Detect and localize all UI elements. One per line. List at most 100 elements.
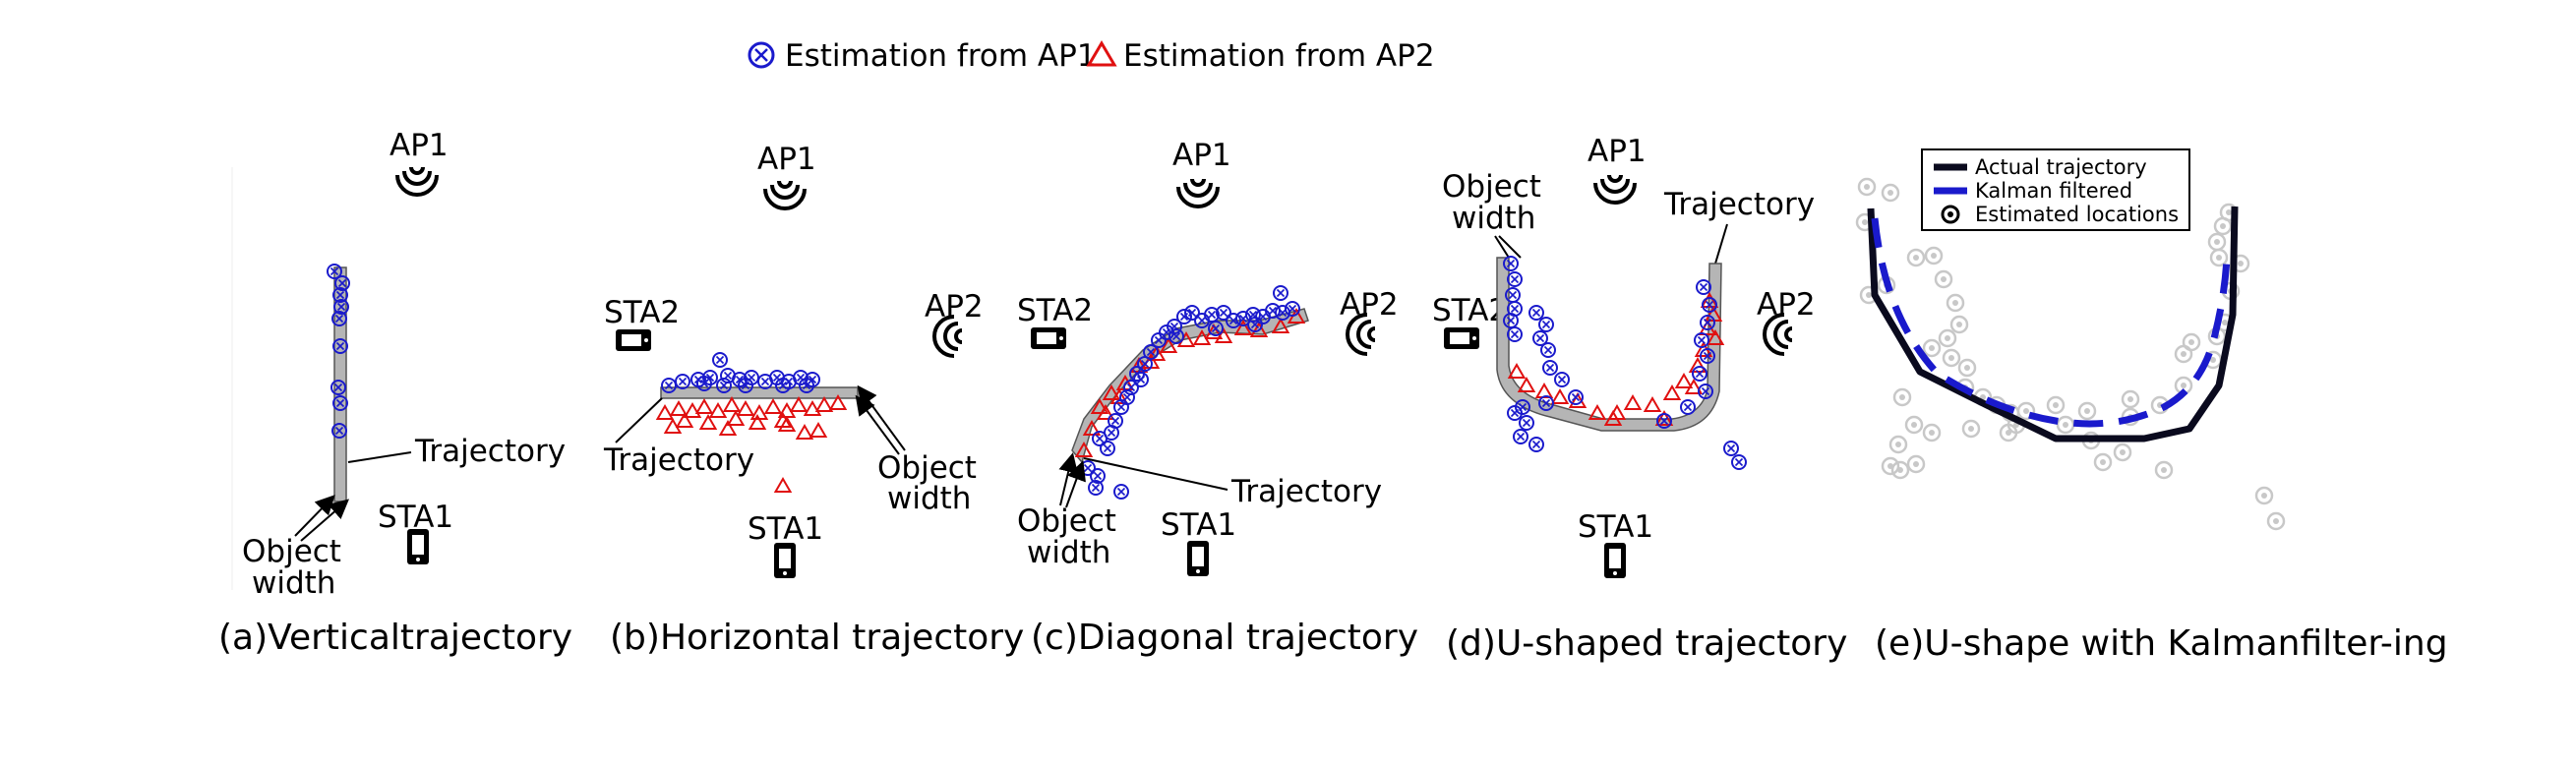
ap2-estimate-marker xyxy=(828,393,848,410)
panel-c-ap1-icon xyxy=(1176,177,1220,208)
panel-b-sta1-label: STA1 xyxy=(748,511,823,547)
estimated-location-marker xyxy=(1890,460,1910,480)
ap1-estimate-marker xyxy=(1507,326,1523,342)
ap1-estimate-marker xyxy=(1723,441,1739,456)
panel-c-width-label: width xyxy=(1027,535,1110,570)
ap2-estimate-marker xyxy=(1534,382,1554,398)
panel-c-ap1-label: AP1 xyxy=(1172,138,1231,173)
ap1-estimate-marker xyxy=(1513,429,1528,444)
ap1-estimate-marker xyxy=(661,378,677,393)
ap1-estimate-marker xyxy=(1151,332,1167,348)
ap2-estimate-marker xyxy=(773,411,793,428)
ap1-estimate-marker xyxy=(1176,309,1192,324)
panel-d-trajectory-pointer xyxy=(1714,223,1728,265)
ap2-estimate-marker xyxy=(763,397,783,414)
panel-c-sta2-icon xyxy=(1031,327,1066,349)
ap2-estimate-marker xyxy=(722,395,742,412)
estimated-location-marker xyxy=(1942,348,1961,368)
ap1-estimate-marker xyxy=(696,376,712,391)
ap2-estimate-marker xyxy=(1109,387,1129,404)
panel-b-trajectory-band xyxy=(660,386,859,399)
estimated-location-marker xyxy=(2154,460,2174,480)
ap1-estimate-marker xyxy=(331,311,347,326)
ap1-estimate-marker xyxy=(1204,307,1220,323)
ap1-estimate-marker xyxy=(1100,441,1115,456)
ap2-estimate-marker xyxy=(694,397,714,414)
ap2-estimate-marker xyxy=(1674,372,1694,388)
panel-e-legend-estimated-label: Estimated locations xyxy=(1975,203,2179,226)
ap1-estimate-marker xyxy=(675,374,690,389)
panel-d-sta1-label: STA1 xyxy=(1578,509,1653,545)
panel-b-width-arrow-bottom xyxy=(855,394,900,455)
panel-b-ap1-icon xyxy=(763,179,807,210)
ap1-estimate-marker xyxy=(1700,315,1715,330)
ap2-estimate-marker xyxy=(773,476,793,493)
estimated-location-marker xyxy=(1924,246,1944,266)
ap1-estimate-marker xyxy=(1568,389,1584,405)
ap2-estimate-marker xyxy=(1643,395,1662,412)
ap2-estimate-marker xyxy=(1603,409,1623,426)
ap2-estimate-marker xyxy=(655,403,675,420)
ap1-estimate-marker xyxy=(1143,344,1159,360)
panel-d-width-pointer-left xyxy=(1494,235,1510,259)
ap1-estimate-marker xyxy=(1696,279,1711,295)
panel-a-trajectory-label: Trajectory xyxy=(414,434,566,469)
panel-b-ap1-estimates xyxy=(661,352,820,393)
ap2-estimate-marker xyxy=(1654,409,1674,426)
estimated-location-marker xyxy=(2121,389,2140,409)
panel-a-caption: (a)Verticaltrajectory xyxy=(218,618,572,658)
panel-d-ap1-label: AP1 xyxy=(1588,134,1647,169)
ap1-estimate-marker xyxy=(1216,305,1231,321)
estimated-location-marker xyxy=(2056,415,2075,435)
ap1-estimate-marker xyxy=(1273,285,1288,301)
ap2-estimate-marker xyxy=(708,401,728,418)
estimated-location-marker xyxy=(1961,419,1981,439)
ap1-estimate-marker xyxy=(333,299,349,315)
ap1-estimate-marker xyxy=(1507,405,1523,421)
panel-c-sta2-label: STA2 xyxy=(1017,293,1093,328)
panel-b-ap2-label: AP2 xyxy=(925,289,984,324)
ap2-estimate-marker xyxy=(1684,378,1704,394)
ap2-estimate-marker xyxy=(1550,387,1570,404)
panel-a-ap1-label: AP1 xyxy=(389,128,449,163)
ap2-estimate-marker xyxy=(795,423,814,440)
ap2-estimate-marker xyxy=(1249,321,1269,337)
ap1-estimate-marker xyxy=(1528,437,1544,452)
estimated-location-marker xyxy=(1906,248,1926,267)
ap1-estimate-marker xyxy=(1538,317,1554,332)
panel-b-caption: (b)Horizontal trajectory xyxy=(610,618,1024,658)
ap2-estimate-marker xyxy=(1090,397,1109,414)
ap2-estimate-marker xyxy=(675,411,694,428)
panel-c-object-label: Object xyxy=(1017,503,1116,539)
ap1-estimate-marker xyxy=(1184,305,1200,321)
estimated-location-marker xyxy=(1934,269,1953,289)
panel-b-object-label: Object xyxy=(877,450,977,486)
panel-a-sta1-icon xyxy=(407,529,429,564)
estimated-location-marker xyxy=(1857,177,1877,197)
panel-e-kalman-filtered xyxy=(1871,217,2231,428)
ap2-estimate-marker xyxy=(748,413,767,430)
panel-d-sta1-icon xyxy=(1604,543,1626,578)
ap2-estimate-marker xyxy=(1096,403,1115,420)
estimated-location-marker xyxy=(2254,486,2274,505)
panel-e-actual-trajectory xyxy=(1867,206,2239,442)
ap2-estimate-marker xyxy=(663,417,683,434)
panel-a-ap1-icon xyxy=(395,165,439,197)
estimated-location-marker xyxy=(1888,435,1908,454)
panel-e-legend-box xyxy=(1921,148,2190,231)
panel-a-ap1-estimates xyxy=(327,264,350,439)
ap1-estimate-marker xyxy=(1090,468,1106,484)
estimated-location-marker xyxy=(2209,248,2229,267)
panel-b-ap1-label: AP1 xyxy=(757,142,816,177)
panel-e-caption: (e)U-shape with Kalmanfilter-ing xyxy=(1875,623,2448,664)
ap1-estimate-marker xyxy=(1080,460,1096,476)
panel-d-caption: (d)U-shaped trajectory xyxy=(1446,623,1847,664)
panel-d-object-label: Object xyxy=(1442,169,1541,205)
panel-b-trajectory-pointer xyxy=(615,397,663,443)
estimated-location-marker xyxy=(1922,423,1942,442)
panel-b-sta2-icon xyxy=(616,329,651,351)
ap2-estimate-marker xyxy=(1074,441,1094,457)
panel-c-sta1-icon xyxy=(1187,541,1209,576)
ap2-estimate-marker xyxy=(1082,419,1102,436)
panel-a-object-label: Object xyxy=(242,534,341,569)
